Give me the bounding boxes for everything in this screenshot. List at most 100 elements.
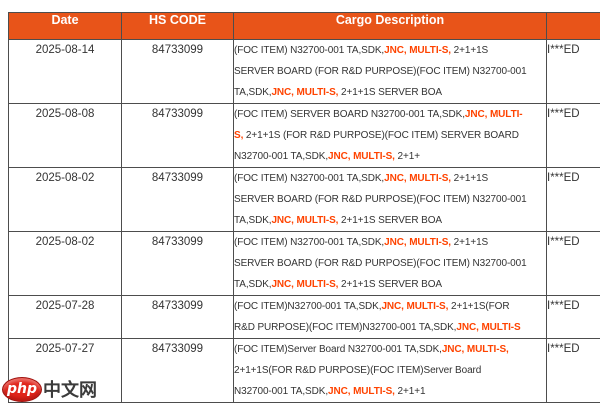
highlighted-term: JNC,: [271, 87, 294, 98]
description-text: (FOC ITEM)N32700-001 TA,SDK,: [234, 301, 382, 312]
description-line: (FOC ITEM)Server Board N32700-001 TA,SDK…: [234, 340, 546, 361]
shipment-records-table: Date HS CODE Cargo Description 2025-08-1…: [8, 12, 600, 403]
description-text: (FOC ITEM) N32700-001 TA,SDK,: [234, 237, 385, 248]
highlighted-term: JNC,: [328, 151, 351, 162]
description-line: R&D PURPOSE)(FOC ITEM)N32700-001 TA,SDK,…: [234, 317, 546, 338]
highlighted-term: MULTI-S: [481, 322, 521, 333]
highlighted-term: JNC,: [271, 215, 294, 226]
date-cell: 2025-08-02: [8, 167, 122, 232]
cargo-description-cell: (FOC ITEM) N32700-001 TA,SDK,JNC, MULTI-…: [233, 231, 547, 296]
description-line: S, 2+1+1S (FOR R&D PURPOSE)(FOC ITEM) SE…: [234, 125, 546, 146]
hs-code-cell: 84733099: [121, 231, 234, 296]
cargo-description-cell: (FOC ITEM) N32700-001 TA,SDK,JNC, MULTI-…: [233, 167, 547, 232]
highlighted-term: JNC,: [381, 301, 404, 312]
column-header-cargo-description: Cargo Description: [233, 12, 547, 40]
description-line: N32700-001 TA,SDK,JNC, MULTI-S, 2+1+: [234, 146, 546, 167]
table-row: 2025-08-14 84733099 (FOC ITEM) N32700-00…: [8, 39, 600, 104]
highlighted-term: MULTI-S,: [296, 87, 339, 98]
description-line: (FOC ITEM) N32700-001 TA,SDK,JNC, MULTI-…: [235, 169, 546, 190]
description-line: TA,SDK,JNC, MULTI-S, 2+1+1S SERVER BOA: [234, 82, 546, 103]
column-header-hs-code: HS CODE: [121, 12, 234, 40]
description-text: 2+1+1S SERVER BOA: [338, 215, 442, 226]
watermark-text: 中文网: [43, 380, 97, 400]
description-text: SERVER BOARD (FOR R&D PURPOSE)(FOC ITEM)…: [234, 66, 527, 77]
description-line: (FOC ITEM) N32700-001 TA,SDK,JNC, MULTI-…: [234, 233, 546, 254]
hs-code-cell: 84733099: [121, 295, 234, 339]
description-line: TA,SDK,JNC, MULTI-S, 2+1+1S SERVER BOA: [234, 274, 546, 295]
highlighted-term: MULTI-S,: [409, 237, 451, 248]
description-line: SERVER BOARD (FOR R&D PURPOSE)(FOC ITEM)…: [234, 189, 546, 210]
php-cn-watermark: php 中文网: [2, 376, 97, 402]
highlighted-term: MULTI-S,: [406, 301, 449, 312]
description-text: 2+1+1S (FOR R&D PURPOSE)(FOC ITEM) SERVE…: [243, 130, 519, 141]
table-row: 2025-08-02 84733099 (FOC ITEM) N32700-00…: [8, 167, 600, 232]
date-cell: 2025-08-14: [8, 39, 122, 104]
description-text: 2+1+1S: [450, 45, 489, 56]
highlighted-term: JNC,: [384, 237, 407, 248]
description-text: (FOC ITEM) N32700-001 TA,SDK,: [234, 45, 385, 56]
cargo-description-cell: (FOC ITEM) N32700-001 TA,SDK, JNC, MULTI-…: [233, 39, 547, 104]
description-line: SERVER BOARD (FOR R&D PURPOSE)(FOC ITEM)…: [234, 253, 546, 274]
cargo-description-cell: (FOC ITEM)N32700-001 TA,SDK,JNC, MULTI-S…: [233, 295, 547, 339]
description-text: (FOC ITEM)Server Board N32700-001 TA,SDK…: [234, 344, 442, 355]
consignee-cell: I***ED: [546, 103, 600, 168]
highlighted-term: MULTI-S,: [353, 386, 395, 397]
description-text: 2+1+1S: [450, 173, 489, 184]
description-text: 2+1+: [394, 151, 421, 162]
highlighted-term: JNC,: [384, 173, 407, 184]
consignee-cell: I***ED: [546, 39, 600, 104]
cargo-description-cell: (FOC ITEM)Server Board N32700-001 TA,SDK…: [233, 338, 547, 403]
table-row: 2025-07-28 84733099 (FOC ITEM)N32700-001…: [8, 295, 600, 339]
table-row: 2025-08-08 84733099 (FOC ITEM) SERVER BO…: [8, 103, 600, 168]
highlighted-term: MULTI-S,: [296, 215, 339, 226]
description-line: (FOC ITEM) SERVER BOARD N32700-001 TA,SD…: [234, 105, 546, 126]
highlighted-term: MULTI-S,: [466, 344, 509, 355]
column-header-date: Date: [8, 12, 122, 40]
date-cell: 2025-07-28: [8, 295, 122, 339]
description-text: SERVER BOARD (FOR R&D PURPOSE)(FOC ITEM)…: [234, 258, 527, 269]
consignee-cell: I***ED: [546, 295, 600, 339]
date-cell: 2025-08-02: [8, 231, 122, 296]
highlighted-term: MULTI-S,: [296, 279, 339, 290]
consignee-cell: I***ED: [546, 338, 600, 403]
description-text: 2+1+1S SERVER BOA: [338, 87, 442, 98]
highlighted-term: S,: [234, 130, 244, 141]
highlighted-term: MULTI-S,: [409, 45, 451, 56]
description-text: 2+1+1S SERVER BOA: [338, 279, 442, 290]
description-text: 2+1+1S(FOR: [448, 301, 510, 312]
php-logo-icon: php: [2, 376, 42, 402]
description-text: 2+1+1S: [450, 237, 489, 248]
description-text: N32700-001 TA,SDK,: [234, 151, 329, 162]
consignee-cell: I***ED: [546, 167, 600, 232]
hs-code-cell: 84733099: [121, 103, 234, 168]
hs-code-cell: 84733099: [121, 167, 234, 232]
description-text: TA,SDK,: [234, 279, 272, 290]
description-line: (FOC ITEM) N32700-001 TA,SDK,JNC, MULTI-…: [234, 41, 546, 62]
description-text: TA,SDK,: [234, 215, 272, 226]
highlighted-term: MULTI-S,: [353, 151, 395, 162]
highlighted-term: JNC,: [328, 386, 351, 397]
table-row: 2025-08-02 84733099 (FOC ITEM) N32700-00…: [8, 231, 600, 296]
highlighted-term: JNC,: [464, 109, 488, 120]
description-text: 2+1+1S(FOR R&D PURPOSE)(FOC ITEM)Server …: [234, 365, 482, 376]
description-text: (FOC ITEM) SERVER BOARD N32700-001 TA,SD…: [234, 109, 465, 120]
description-text: TA,SDK,: [234, 87, 272, 98]
description-line: SERVER BOARD (FOR R&D PURPOSE)(FOC ITEM)…: [234, 61, 546, 82]
description-text: 2+1+1: [394, 386, 426, 397]
highlighted-term: JNC,: [441, 344, 465, 355]
description-text: N32700-001 TA,SDK,: [234, 386, 329, 397]
hs-code-cell: 84733099: [121, 39, 234, 104]
description-line: TA,SDK,JNC, MULTI-S, 2+1+1S SERVER BOA: [234, 210, 546, 231]
highlighted-term: JNC,: [456, 322, 479, 333]
description-text: SERVER BOARD (FOR R&D PURPOSE)(FOC ITEM)…: [234, 194, 527, 205]
description-text: R&D PURPOSE)(FOC ITEM)N32700-001 TA,SDK,: [234, 322, 457, 333]
date-cell: 2025-08-08: [8, 103, 122, 168]
description-line: (FOC ITEM)N32700-001 TA,SDK,JNC, MULTI-S…: [234, 297, 546, 318]
table-header-row: Date HS CODE Cargo Description: [8, 12, 600, 40]
description-line: 2+1+1S(FOR R&D PURPOSE)(FOC ITEM)Server …: [234, 360, 546, 381]
consignee-cell: I***ED: [546, 231, 600, 296]
highlighted-term: JNC,: [271, 279, 294, 290]
column-header-consignee: [546, 12, 600, 40]
highlighted-term: MULTI-: [489, 109, 523, 120]
